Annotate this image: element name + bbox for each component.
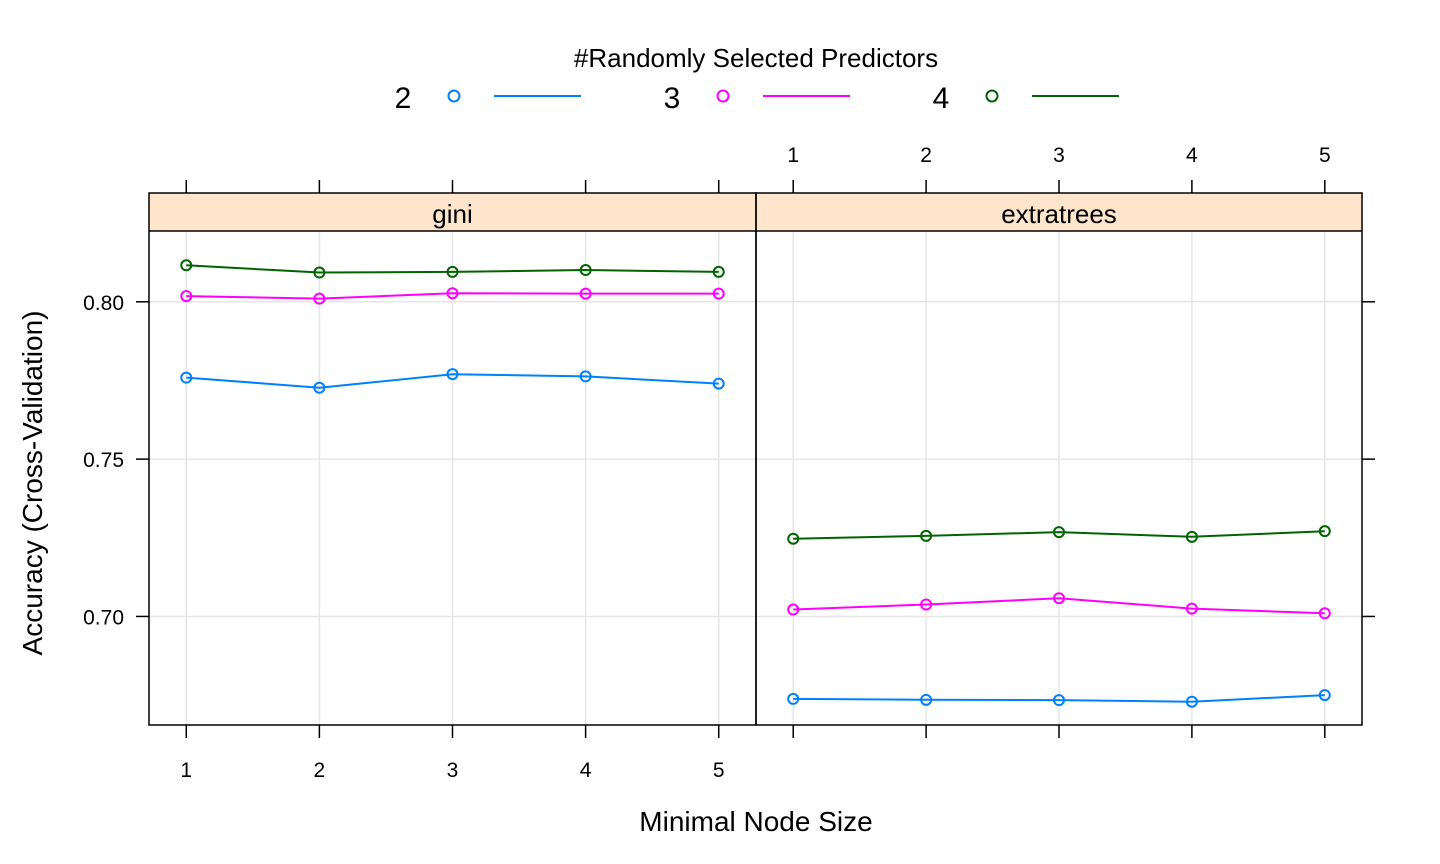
data-point-3-extratrees: [1185, 602, 1198, 615]
legend-label-3: 3: [664, 82, 681, 115]
data-point-3-gini: [446, 287, 459, 300]
x-tick-label: 5: [713, 759, 725, 782]
legend: #Randomly Selected Predictors 2 3 4: [395, 43, 1119, 115]
x-tick-label: 1: [787, 144, 799, 167]
y-tick-label: 0.80: [83, 292, 124, 315]
data-point-3-extratrees: [1053, 592, 1065, 605]
legend-title: #Randomly Selected Predictors: [574, 43, 938, 73]
y-tick-label: 0.75: [83, 449, 124, 472]
y-tick-label: 0.70: [83, 606, 124, 629]
data-point-4-extratrees: [920, 529, 933, 542]
data-point-4-extratrees: [787, 532, 800, 545]
x-tick-label: 4: [1186, 144, 1198, 167]
strip-gini: [149, 193, 756, 231]
series-line-2-extratrees: [793, 694, 1325, 703]
series-line-3-gini: [186, 292, 719, 300]
x-tick-label: 2: [314, 759, 326, 782]
legend-label-4: 4: [933, 82, 950, 115]
gridlines: [149, 231, 1362, 725]
series-line-2-gini: [186, 373, 719, 389]
series-line-4-gini: [186, 264, 719, 274]
panel-strips: gini extratrees: [149, 193, 1362, 231]
data-point-3-gini: [712, 287, 725, 300]
data-point-4-gini: [180, 259, 193, 272]
data-point-3-extratrees: [1318, 607, 1331, 620]
legend-marker-4: [985, 89, 999, 103]
legend-label-2: 2: [395, 82, 412, 115]
x-tick-label: 2: [920, 144, 932, 167]
data-point-4-extratrees: [1318, 525, 1331, 538]
strip-extratrees: [756, 193, 1362, 231]
data-point-4-extratrees: [1185, 530, 1198, 543]
y-axis-title: Accuracy (Cross-Validation): [17, 311, 48, 656]
data-point-4-gini: [579, 264, 592, 277]
data-point-3-gini: [180, 290, 193, 303]
x-axis-title: Minimal Node Size: [639, 806, 872, 837]
x-tick-label: 3: [1053, 144, 1065, 167]
data-point-2-extratrees: [1185, 695, 1198, 708]
data-point-2-gini: [180, 371, 193, 384]
data-point-2-gini: [712, 377, 725, 390]
legend-marker-2: [447, 89, 461, 103]
data-point-3-gini: [313, 292, 326, 305]
data-point-4-gini: [313, 266, 326, 279]
axes: 1 1 2 2 3 3 4 4 5 5 0.70 0.75 0.80: [83, 144, 1375, 782]
data-point-2-extratrees: [920, 693, 933, 706]
data-point-4-gini: [446, 265, 459, 278]
x-tick-label: 3: [447, 759, 459, 782]
series-line-4-extratrees: [793, 530, 1325, 540]
data-point-2-gini: [446, 368, 459, 381]
data-point-2-gini: [579, 370, 592, 383]
x-tick-label: 1: [180, 759, 192, 782]
x-tick-label: 5: [1319, 144, 1331, 167]
data-point-3-gini: [579, 287, 592, 300]
strip-label-gini: gini: [432, 199, 472, 229]
data-point-2-extratrees: [1053, 694, 1065, 707]
legend-marker-3: [716, 89, 730, 103]
x-tick-label: 4: [580, 759, 592, 782]
data-point-3-extratrees: [920, 598, 933, 611]
data-point-2-extratrees: [1318, 689, 1331, 702]
data-series: [180, 259, 1331, 708]
data-point-4-gini: [712, 265, 725, 278]
data-point-3-extratrees: [787, 603, 800, 616]
series-line-3-extratrees: [793, 597, 1325, 615]
data-point-4-extratrees: [1053, 526, 1065, 539]
strip-label-extratrees: extratrees: [1001, 199, 1117, 229]
data-point-2-extratrees: [787, 692, 800, 705]
data-point-2-gini: [313, 381, 326, 394]
